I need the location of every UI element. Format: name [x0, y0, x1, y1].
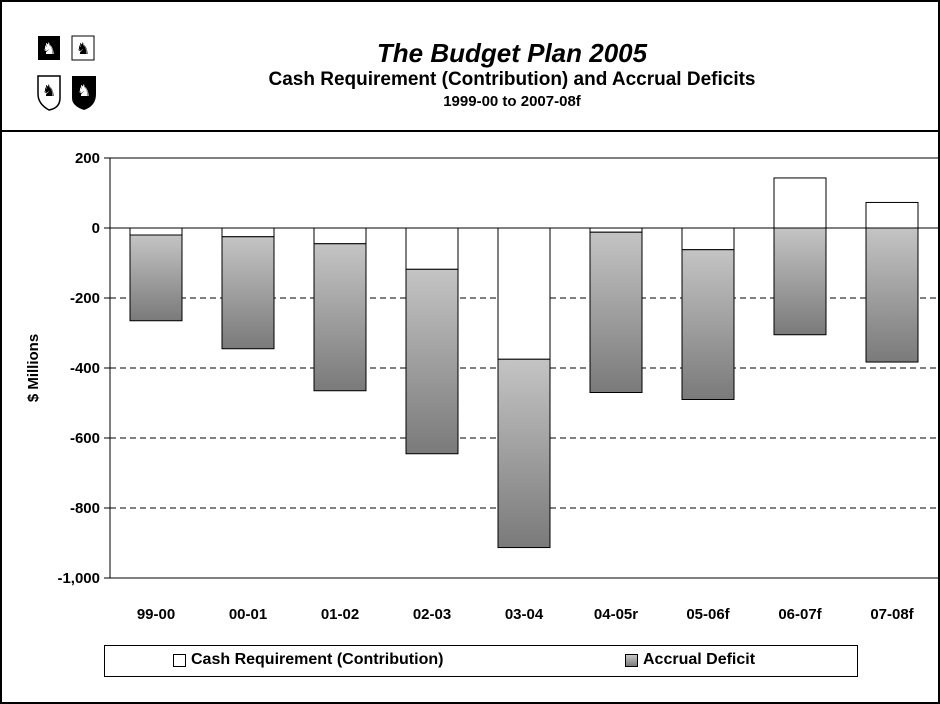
bar-accrual	[221, 236, 275, 350]
bar-accrual	[865, 227, 919, 363]
y-tick-label: 200	[75, 150, 100, 167]
x-tick-label: 00-01	[229, 606, 267, 623]
bar-cash	[865, 201, 919, 229]
y-tick-label: -1,000	[57, 570, 100, 587]
y-tick-label: -200	[70, 290, 100, 307]
legend-swatch-accrual	[625, 653, 638, 667]
bar-cash	[313, 227, 367, 245]
coat-of-arms-logo: ♞ ♞ ♞ ♞	[37, 35, 96, 111]
x-tick-label: 05-06f	[686, 606, 730, 623]
bar-accrual	[681, 249, 735, 400]
bar-cash	[773, 177, 827, 229]
bar-cash	[497, 227, 551, 360]
bar-cash	[681, 227, 735, 251]
bar-accrual	[405, 268, 459, 455]
legend-swatch-cash	[173, 653, 186, 667]
y-tick-label: 0	[92, 220, 100, 237]
legend-label-cash: Cash Requirement (Contribution)	[191, 651, 444, 668]
bar-cash	[221, 227, 275, 238]
y-tick-label: -800	[70, 500, 100, 517]
chart-legend: Cash Requirement (Contribution) Accrual …	[104, 645, 858, 677]
x-tick-label: 01-02	[321, 606, 359, 623]
svg-text:♞: ♞	[77, 81, 91, 100]
bar-cash	[405, 227, 459, 270]
y-tick-label: -400	[70, 360, 100, 377]
x-tick-label: 06-07f	[778, 606, 822, 623]
svg-text:♞: ♞	[42, 81, 56, 100]
bar-cash	[129, 227, 183, 236]
x-tick-label: 99-00	[137, 606, 175, 623]
bar-accrual	[773, 227, 827, 336]
x-tick-label: 02-03	[413, 606, 451, 623]
x-tick-label: 03-04	[505, 606, 544, 623]
bar-accrual	[129, 234, 183, 322]
svg-text:♞: ♞	[42, 39, 56, 58]
bar-accrual	[313, 243, 367, 392]
legend-item-accrual: Accrual Deficit	[625, 651, 755, 669]
bar-chart: 200 0 -200 -400 -600 -800 -1,000 99-00 00-01 01-0…	[25, 150, 938, 623]
chart-period: 1999-00 to 2007-08f	[443, 93, 581, 110]
chart-title: The Budget Plan 2005	[376, 38, 648, 68]
legend-item-cash: Cash Requirement (Contribution)	[173, 651, 443, 669]
bar-cash	[589, 227, 643, 233]
title-block: The Budget Plan 2005 Cash Requirement (C…	[112, 38, 912, 112]
x-tick-label: 04-05r	[594, 606, 638, 623]
legend-label-accrual: Accrual Deficit	[643, 651, 756, 668]
y-axis-label: $ Millions	[25, 334, 42, 402]
bar-accrual	[589, 231, 643, 393]
bar-accrual	[497, 358, 551, 549]
chart-subtitle: Cash Requirement (Contribution) and Accr…	[268, 69, 756, 90]
y-tick-label: -600	[70, 430, 100, 447]
x-tick-label: 07-08f	[870, 606, 914, 623]
svg-text:♞: ♞	[76, 39, 90, 58]
title-divider	[2, 130, 938, 132]
